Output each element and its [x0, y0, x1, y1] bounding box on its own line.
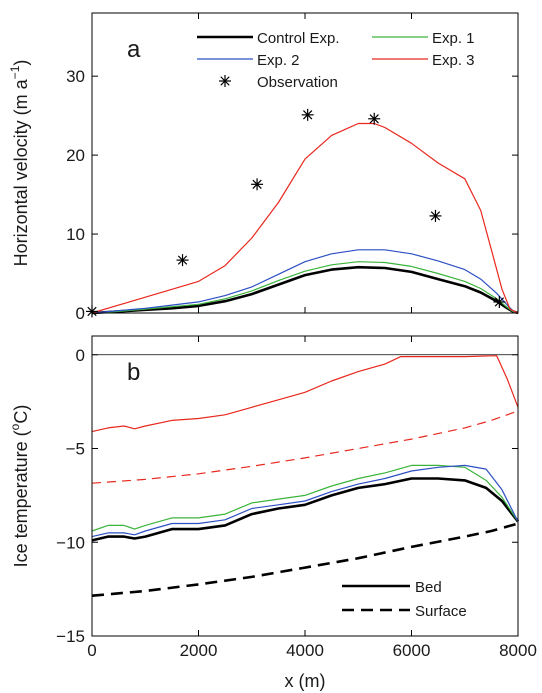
- observation-marker: [301, 108, 314, 121]
- x-tick-label: 0: [87, 641, 96, 660]
- observation-marker: [493, 295, 506, 308]
- y-axis-label: Ice temperature (oC): [8, 405, 31, 568]
- y-axis-label-sup: o: [8, 423, 22, 430]
- legend-label: Surface: [415, 603, 467, 620]
- series-line-control_surface: [91, 522, 519, 597]
- legend-entry-bed: Bed: [342, 579, 442, 596]
- legend-label: Exp. 1: [432, 30, 475, 47]
- asterisk-stroke: [430, 211, 441, 221]
- y-tick-label: 10: [66, 225, 85, 244]
- legend-entry-control: Control Exp.: [197, 30, 340, 47]
- series-line-exp1_bed: [91, 464, 519, 532]
- y-tick-label: 0: [76, 346, 85, 365]
- axes-frame: [91, 335, 519, 637]
- panel-label: b: [127, 359, 140, 386]
- legend-label: Bed: [415, 579, 442, 596]
- y-axis-label-main: Ice temperature (: [11, 430, 31, 567]
- series-line-exp3: [91, 122, 519, 314]
- y-tick-label: 20: [66, 146, 85, 165]
- asterisk-stroke: [302, 110, 313, 120]
- asterisk-stroke: [177, 255, 188, 265]
- asterisk-stroke: [494, 297, 505, 307]
- y-tick-label: −15: [56, 627, 85, 646]
- asterisk-stroke: [369, 114, 379, 124]
- series-line-control: [91, 265, 519, 315]
- legend-label: Observation: [257, 74, 338, 91]
- legend-label: Control Exp.: [257, 30, 340, 47]
- legend-label: Exp. 2: [257, 52, 300, 69]
- observation-marker: [176, 254, 189, 267]
- series-line-exp2_bed: [91, 464, 519, 538]
- x-tick-label: 8000: [499, 641, 537, 660]
- observation-marker: [251, 178, 264, 191]
- series-line-exp1: [91, 261, 519, 314]
- observation-marker: [429, 209, 442, 222]
- x-tick-label: 2000: [180, 641, 218, 660]
- legend-label: Exp. 3: [432, 52, 475, 69]
- legend-entry-obs: Observation: [219, 74, 338, 91]
- legend-marker: [220, 76, 230, 86]
- y-tick-label: 30: [66, 67, 85, 86]
- observation-marker: [368, 112, 381, 125]
- panel-b: −15 −10 −5 0 0 2000 4000 6000 8000 b Ice temperatu…: [8, 335, 537, 691]
- x-tick-label: 6000: [393, 641, 431, 660]
- legend-entry-surface: Surface: [342, 603, 467, 620]
- y-axis-label-main: Horizontal velocity (m a: [11, 78, 31, 266]
- panel-label: a: [127, 36, 141, 63]
- y-tick-label: −10: [56, 533, 85, 552]
- series-line-exp3_surface: [91, 410, 519, 484]
- series-line-control_bed: [91, 477, 520, 542]
- legend-entry-exp1: Exp. 1: [372, 30, 475, 47]
- x-axis-label: x (m): [285, 671, 326, 691]
- panel-a: 0 10 20 30 a Horizontal velocity (m a−1) Contr…: [8, 12, 519, 323]
- legend-entry-exp3: Exp. 3: [372, 52, 475, 69]
- y-tick-label: 0: [76, 304, 85, 323]
- asterisk-stroke: [252, 179, 262, 189]
- y-axis-label: Horizontal velocity (m a−1): [8, 60, 31, 267]
- legend-entry-exp2: Exp. 2: [197, 52, 300, 69]
- y-axis-label-close: ): [11, 60, 31, 66]
- series-line-exp2: [91, 249, 519, 314]
- y-axis-label-sup: −1: [8, 65, 22, 79]
- y-tick-label: −5: [66, 440, 85, 459]
- x-tick-label: 4000: [286, 641, 324, 660]
- series-line-exp3_bed: [91, 355, 519, 433]
- y-axis-label-close: C): [11, 405, 31, 424]
